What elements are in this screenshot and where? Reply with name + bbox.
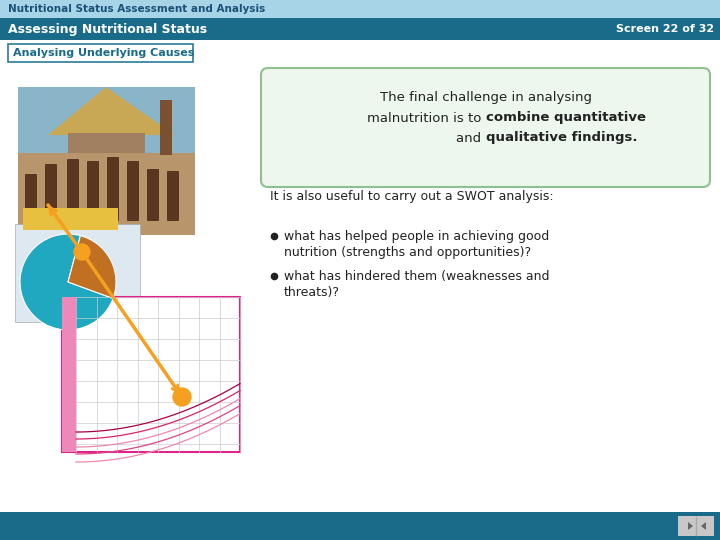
FancyBboxPatch shape	[0, 512, 720, 540]
FancyBboxPatch shape	[15, 224, 140, 322]
Text: threats)?: threats)?	[284, 286, 340, 299]
Text: The final challenge in analysing: The final challenge in analysing	[379, 91, 592, 104]
FancyBboxPatch shape	[18, 153, 195, 235]
FancyBboxPatch shape	[23, 208, 118, 230]
FancyBboxPatch shape	[18, 87, 195, 235]
Text: Assessing Nutritional Status: Assessing Nutritional Status	[8, 23, 207, 36]
Text: Analysing Underlying Causes: Analysing Underlying Causes	[13, 48, 194, 58]
Text: what has helped people in achieving good: what has helped people in achieving good	[284, 230, 549, 243]
Circle shape	[173, 388, 191, 406]
Text: qualitative findings.: qualitative findings.	[485, 132, 637, 145]
Polygon shape	[688, 522, 693, 530]
FancyBboxPatch shape	[107, 157, 119, 221]
FancyBboxPatch shape	[45, 164, 57, 221]
FancyBboxPatch shape	[678, 516, 714, 536]
FancyBboxPatch shape	[68, 133, 145, 153]
FancyBboxPatch shape	[25, 174, 37, 221]
FancyBboxPatch shape	[147, 169, 159, 221]
Wedge shape	[20, 234, 113, 330]
FancyBboxPatch shape	[160, 100, 172, 155]
Text: malnutrition is to: malnutrition is to	[367, 111, 485, 125]
Text: Nutritional Status Assessment and Analysis: Nutritional Status Assessment and Analys…	[8, 4, 265, 14]
Text: what has hindered them (weaknesses and: what has hindered them (weaknesses and	[284, 270, 549, 283]
FancyBboxPatch shape	[62, 297, 240, 452]
FancyBboxPatch shape	[0, 18, 720, 40]
Circle shape	[74, 244, 90, 260]
FancyBboxPatch shape	[87, 161, 99, 221]
FancyBboxPatch shape	[261, 68, 710, 187]
FancyBboxPatch shape	[8, 44, 193, 62]
FancyBboxPatch shape	[127, 161, 139, 221]
Polygon shape	[701, 522, 706, 530]
Text: It is also useful to carry out a SWOT analysis:: It is also useful to carry out a SWOT an…	[270, 190, 554, 203]
Polygon shape	[48, 87, 175, 135]
FancyBboxPatch shape	[0, 0, 720, 18]
FancyBboxPatch shape	[0, 40, 720, 512]
Text: and: and	[456, 132, 485, 145]
Text: nutrition (strengths and opportunities)?: nutrition (strengths and opportunities)?	[284, 246, 531, 259]
FancyBboxPatch shape	[62, 297, 76, 452]
Text: Screen 22 of 32: Screen 22 of 32	[616, 24, 714, 34]
Text: combine quantitative: combine quantitative	[485, 111, 646, 125]
FancyBboxPatch shape	[67, 159, 79, 221]
FancyBboxPatch shape	[167, 171, 179, 221]
Wedge shape	[68, 235, 116, 299]
FancyBboxPatch shape	[18, 87, 195, 155]
